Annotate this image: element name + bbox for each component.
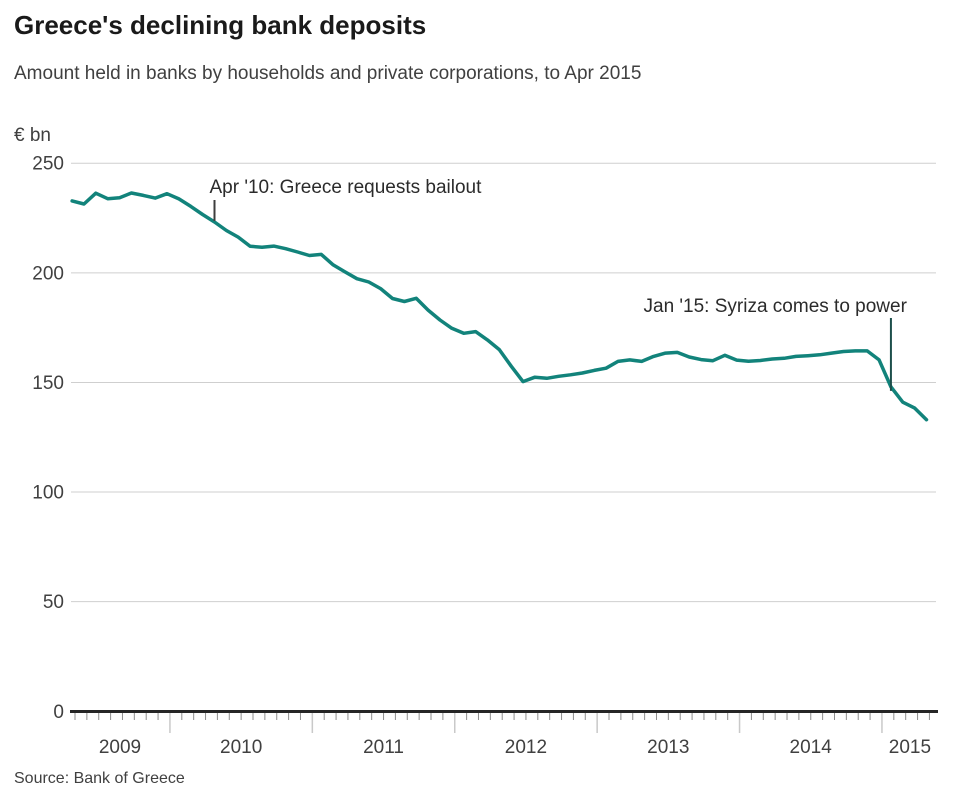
x-axis-year-label: 2010 xyxy=(220,737,262,758)
chart-subtitle: Amount held in banks by households and p… xyxy=(14,63,642,84)
x-axis-year-label: 2009 xyxy=(99,737,141,758)
chart-title: Greece's declining bank deposits xyxy=(14,10,427,40)
y-axis-tick-label: 200 xyxy=(32,263,64,284)
annotation-label: Jan '15: Syriza comes to power xyxy=(644,296,908,317)
y-axis-tick-label: 100 xyxy=(32,483,64,504)
x-axis-year-label: 2012 xyxy=(505,737,547,758)
source-attribution: Source: Bank of Greece xyxy=(14,770,185,787)
y-axis-tick-label: 150 xyxy=(32,373,64,394)
x-axis-year-label: 2013 xyxy=(647,737,689,758)
annotation-label: Apr '10: Greece requests bailout xyxy=(210,177,483,198)
x-axis-year-label: 2011 xyxy=(363,737,404,758)
x-axis-year-label: 2014 xyxy=(790,737,833,758)
deposits-line-series xyxy=(70,191,929,422)
y-axis-unit-label: € bn xyxy=(14,125,51,146)
y-axis-tick-label: 50 xyxy=(43,592,64,613)
y-axis-tick-label: 0 xyxy=(53,702,64,723)
y-axis-tick-label: 250 xyxy=(32,154,64,175)
x-axis-year-label: 2015 xyxy=(889,737,931,758)
